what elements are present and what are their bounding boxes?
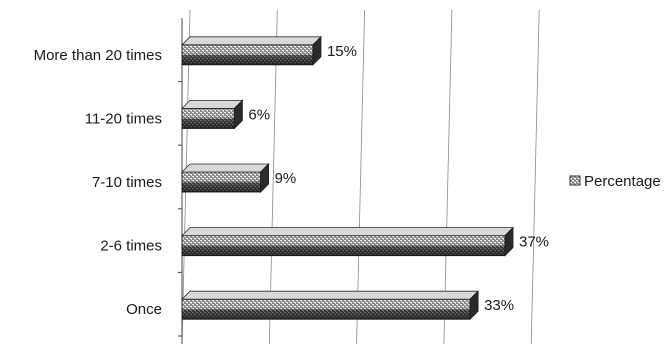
gridline <box>443 9 453 345</box>
bar-end <box>233 99 243 130</box>
bar-end <box>260 163 269 193</box>
bar-shade <box>182 108 235 129</box>
category-label: 2-6 times <box>100 238 162 255</box>
category-label: Once <box>126 301 162 318</box>
bar <box>181 290 480 321</box>
bar <box>181 226 514 257</box>
bars <box>181 35 514 321</box>
category-label: More than 20 times <box>34 47 162 64</box>
bar-top <box>181 100 244 109</box>
gridline <box>530 9 540 345</box>
bar-shade <box>182 235 506 256</box>
gridline <box>268 9 278 345</box>
gridline <box>356 9 365 345</box>
labels: Once 33% 2-6 times 37% 7-10 times 9% 11-20 tim… <box>34 43 549 318</box>
data-label: 9% <box>275 170 297 187</box>
category-label: 7-10 times <box>92 174 162 191</box>
bar-top <box>181 36 322 46</box>
legend: Percentage <box>569 173 661 190</box>
bar <box>181 163 270 193</box>
bar <box>181 35 322 66</box>
data-label: 37% <box>519 234 549 251</box>
bar-shade <box>182 44 313 65</box>
gridlines <box>181 9 540 345</box>
data-label: 6% <box>248 106 270 123</box>
bar-top <box>181 163 270 173</box>
bar-top <box>181 227 514 237</box>
bar-end <box>312 35 322 66</box>
legend-swatch <box>569 175 581 186</box>
category-axis <box>178 18 183 344</box>
data-label: 33% <box>484 297 514 314</box>
bar-shade <box>182 299 471 320</box>
bar-end <box>504 226 514 257</box>
bar-shade <box>182 172 261 192</box>
bar-top <box>181 290 480 300</box>
bar <box>181 99 244 130</box>
category-label: 11-20 times <box>85 110 162 127</box>
legend-label: Percentage <box>584 173 661 190</box>
bar-end <box>469 290 479 321</box>
data-label: 15% <box>327 43 357 60</box>
